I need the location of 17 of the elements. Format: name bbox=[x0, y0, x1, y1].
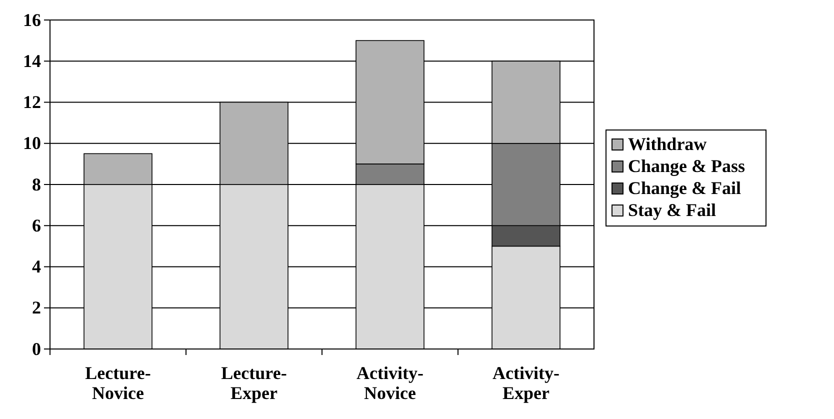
legend-label: Stay & Fail bbox=[628, 200, 716, 220]
legend-label: Withdraw bbox=[628, 134, 707, 154]
y-tick-label: 10 bbox=[23, 133, 41, 154]
y-tick-label: 6 bbox=[32, 215, 41, 236]
x-tick-label: Lecture-Exper bbox=[221, 363, 287, 403]
legend-label: Change & Pass bbox=[628, 156, 746, 176]
x-tick-label: Activity-Novice bbox=[356, 363, 424, 403]
legend-label: Change & Fail bbox=[628, 178, 742, 198]
y-tick-label: 0 bbox=[32, 338, 41, 359]
x-tick-label: Activity-Exper bbox=[492, 363, 560, 403]
y-tick-label: 14 bbox=[23, 50, 41, 71]
y-tick-label: 8 bbox=[32, 174, 41, 194]
x-tick-label: Lecture-Novice bbox=[85, 363, 151, 403]
y-tick-label: 16 bbox=[23, 10, 41, 30]
y-tick-label: 12 bbox=[23, 92, 41, 112]
y-tick-label: 4 bbox=[32, 256, 41, 277]
y-tick-label: 2 bbox=[32, 298, 41, 318]
